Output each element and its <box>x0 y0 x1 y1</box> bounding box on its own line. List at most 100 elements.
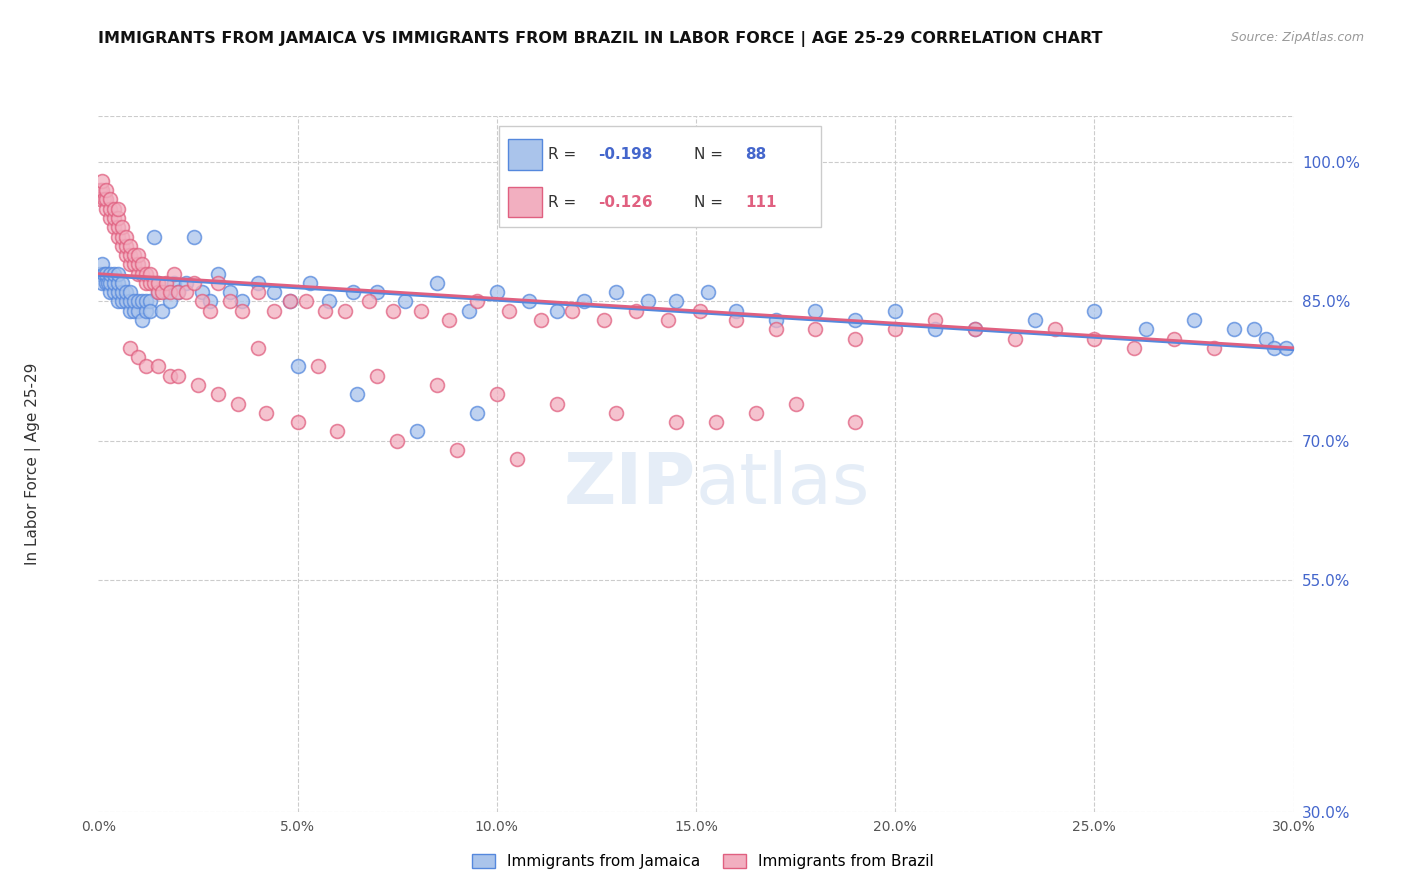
Point <box>148 276 170 290</box>
Point <box>1123 341 1146 355</box>
Point <box>115 229 138 244</box>
Point <box>135 276 157 290</box>
Point <box>657 313 679 327</box>
Point <box>785 396 807 410</box>
Point <box>804 322 827 336</box>
Point <box>174 285 197 300</box>
Point <box>724 303 747 318</box>
Point <box>231 303 253 318</box>
Text: 111: 111 <box>745 194 776 210</box>
Point <box>107 229 129 244</box>
Point <box>530 313 553 327</box>
Point <box>191 285 214 300</box>
Point <box>131 313 153 327</box>
Point <box>103 267 125 281</box>
Point <box>139 276 162 290</box>
Point <box>96 193 118 207</box>
Point <box>120 248 142 262</box>
Point <box>89 193 111 207</box>
Point <box>107 276 129 290</box>
Point <box>465 294 488 309</box>
Point <box>1004 332 1026 346</box>
Point <box>127 303 149 318</box>
Point <box>263 285 285 300</box>
Point <box>163 276 186 290</box>
Point <box>155 285 177 300</box>
Point <box>278 294 301 309</box>
Point <box>131 294 153 309</box>
Point <box>167 368 190 383</box>
Point <box>246 285 269 300</box>
Point <box>100 285 122 300</box>
Point <box>111 285 134 300</box>
Point <box>219 285 242 300</box>
Point <box>143 276 166 290</box>
Point <box>498 303 520 318</box>
Point <box>844 415 866 429</box>
Point <box>91 276 114 290</box>
Point <box>107 211 129 225</box>
Point <box>183 276 205 290</box>
Point <box>924 322 946 336</box>
Point <box>346 387 368 401</box>
Point <box>127 294 149 309</box>
Point <box>844 332 866 346</box>
Point <box>135 303 157 318</box>
Point <box>135 267 157 281</box>
Point <box>115 294 138 309</box>
Point <box>485 387 508 401</box>
Point <box>1243 322 1265 336</box>
Point <box>298 276 321 290</box>
Text: In Labor Force | Age 25-29: In Labor Force | Age 25-29 <box>25 363 41 565</box>
Point <box>198 294 221 309</box>
Point <box>159 368 181 383</box>
Text: IMMIGRANTS FROM JAMAICA VS IMMIGRANTS FROM BRAZIL IN LABOR FORCE | AGE 25-29 COR: IMMIGRANTS FROM JAMAICA VS IMMIGRANTS FR… <box>98 31 1102 47</box>
Point <box>91 183 114 197</box>
Point <box>506 452 529 467</box>
Point <box>517 294 540 309</box>
Point <box>93 193 115 207</box>
Point <box>100 202 122 216</box>
Point <box>485 285 508 300</box>
Point <box>167 285 190 300</box>
Point <box>89 183 111 197</box>
Point <box>307 359 329 374</box>
Point <box>1254 332 1277 346</box>
Point <box>1083 303 1105 318</box>
Point <box>150 285 173 300</box>
Point <box>318 294 340 309</box>
Point <box>89 267 111 281</box>
Point <box>219 294 242 309</box>
Point <box>107 220 129 235</box>
Point <box>626 303 648 318</box>
Point <box>111 229 134 244</box>
Point <box>231 294 253 309</box>
Point <box>198 303 221 318</box>
Point <box>546 303 568 318</box>
Point <box>335 303 357 318</box>
Point <box>100 211 122 225</box>
Point <box>278 294 301 309</box>
Point <box>100 193 122 207</box>
Point <box>637 294 659 309</box>
Point <box>120 239 142 253</box>
Point <box>326 425 349 439</box>
Point <box>100 276 122 290</box>
Point <box>115 248 138 262</box>
Text: -0.198: -0.198 <box>598 147 652 162</box>
Point <box>207 267 229 281</box>
Point <box>963 322 986 336</box>
Point <box>287 359 309 374</box>
Point <box>665 415 688 429</box>
Point <box>605 285 627 300</box>
Point <box>1024 313 1046 327</box>
Point <box>96 267 118 281</box>
Point <box>148 285 170 300</box>
Point <box>804 303 827 318</box>
Point <box>107 294 129 309</box>
Point <box>574 294 596 309</box>
Text: -0.126: -0.126 <box>598 194 652 210</box>
Point <box>187 378 209 392</box>
Point <box>100 267 122 281</box>
Point <box>139 267 162 281</box>
